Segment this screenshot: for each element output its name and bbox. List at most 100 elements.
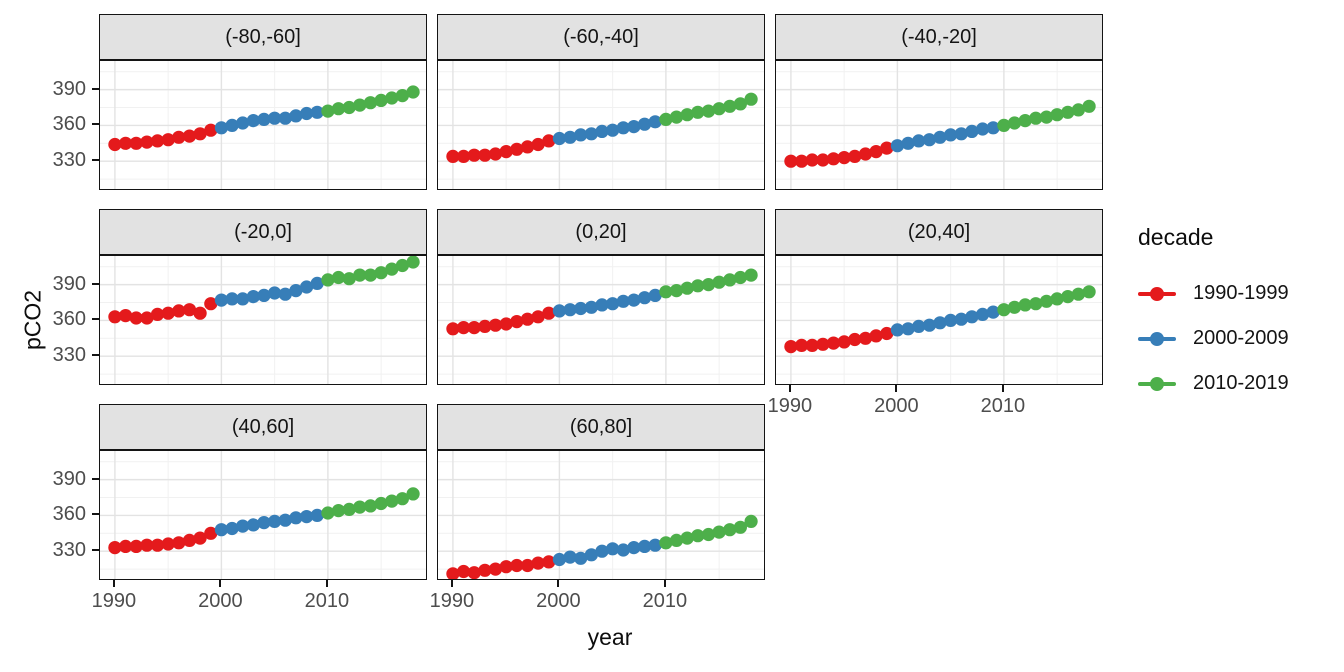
legend-item-2010-2019: 2010-2019 <box>1138 361 1289 406</box>
data-point <box>733 97 747 111</box>
data-point <box>278 287 292 301</box>
data-point <box>374 266 388 280</box>
facet-canvas <box>776 256 1102 384</box>
data-point <box>584 127 598 141</box>
legend-title: decade <box>1138 224 1214 250</box>
x-tick-mark <box>1001 385 1004 392</box>
data-point <box>1082 285 1096 299</box>
data-point <box>246 290 260 304</box>
data-point <box>140 311 154 325</box>
data-point <box>182 303 197 317</box>
data-point <box>488 562 503 576</box>
y-tick-label: 360 <box>52 308 86 331</box>
y-tick-label: 330 <box>52 344 86 367</box>
y-tick-mark <box>92 477 99 480</box>
data-point <box>119 309 133 323</box>
data-point <box>353 98 367 112</box>
data-point <box>363 499 378 513</box>
x-tick-label: 1990 <box>767 395 813 417</box>
data-point <box>161 537 175 551</box>
data-point <box>552 552 566 567</box>
data-point <box>488 147 503 161</box>
data-point <box>342 502 356 516</box>
data-point <box>478 563 492 577</box>
data-point <box>638 291 652 305</box>
data-point <box>193 306 207 320</box>
data-point <box>225 521 239 536</box>
data-point <box>542 306 556 320</box>
data-point <box>826 152 841 166</box>
data-point <box>300 510 314 524</box>
data-point <box>225 292 239 306</box>
data-point <box>395 89 409 103</box>
data-point <box>268 111 282 125</box>
data-point <box>691 105 705 119</box>
y-tick-mark <box>92 513 99 516</box>
data-point <box>467 321 481 335</box>
data-point <box>826 336 841 350</box>
data-point <box>172 304 186 318</box>
facet-strip: (-20,0] <box>99 209 427 255</box>
legend-item-label: 2000-2009 <box>1193 327 1289 349</box>
x-tick-mark <box>219 580 222 587</box>
facet-strip: (40,60] <box>99 404 427 450</box>
data-point <box>795 154 809 168</box>
data-point <box>457 564 471 579</box>
data-point <box>944 128 958 142</box>
data-point <box>691 529 705 543</box>
data-point <box>289 511 303 525</box>
legend-item-2000-2009: 2000-2009 <box>1138 316 1289 361</box>
facet-strip: (-40,-20] <box>775 14 1103 60</box>
data-point <box>723 99 737 113</box>
x-tick-label: 1990 <box>429 590 475 612</box>
data-point <box>236 519 250 533</box>
data-point <box>342 272 356 286</box>
facet-panel <box>99 255 427 385</box>
data-point <box>616 543 630 557</box>
data-point <box>321 506 335 520</box>
legend-key-icon <box>1138 286 1176 301</box>
data-point <box>997 303 1011 317</box>
data-point <box>331 270 346 285</box>
facet-strip: (20,40] <box>775 209 1103 255</box>
data-point <box>542 555 556 569</box>
data-point <box>986 305 1000 319</box>
data-point <box>680 531 694 545</box>
data-point <box>108 541 122 555</box>
data-point <box>140 135 154 149</box>
data-point <box>225 118 239 132</box>
data-point <box>1018 298 1032 312</box>
data-point <box>848 149 862 163</box>
data-point <box>712 102 726 116</box>
y-tick-mark <box>92 159 99 162</box>
data-point <box>669 533 684 547</box>
data-point <box>912 319 926 333</box>
data-point <box>574 301 588 316</box>
data-point <box>880 326 894 341</box>
data-point <box>214 523 228 537</box>
data-point <box>922 318 936 332</box>
data-point <box>108 310 122 324</box>
data-point <box>193 531 207 545</box>
facet-panel <box>99 450 427 580</box>
data-point <box>385 262 399 276</box>
data-point <box>574 128 588 142</box>
legend: decade 1990-1999 2000-2009 2010-2019 <box>1138 224 1289 406</box>
data-point <box>976 122 990 136</box>
data-point <box>310 508 324 522</box>
data-point <box>531 137 545 152</box>
data-point <box>1071 103 1085 117</box>
data-point <box>858 147 873 161</box>
data-point <box>1039 294 1054 308</box>
data-point <box>680 108 694 122</box>
data-point <box>467 566 481 579</box>
facet-canvas <box>776 61 1102 189</box>
data-point <box>744 92 758 106</box>
data-point <box>542 134 556 148</box>
data-point <box>712 525 726 539</box>
data-point <box>406 85 420 99</box>
data-point <box>342 100 356 115</box>
facet-strip: (-60,-40] <box>437 14 765 60</box>
data-point <box>1082 99 1096 113</box>
y-tick-label: 360 <box>52 113 86 136</box>
